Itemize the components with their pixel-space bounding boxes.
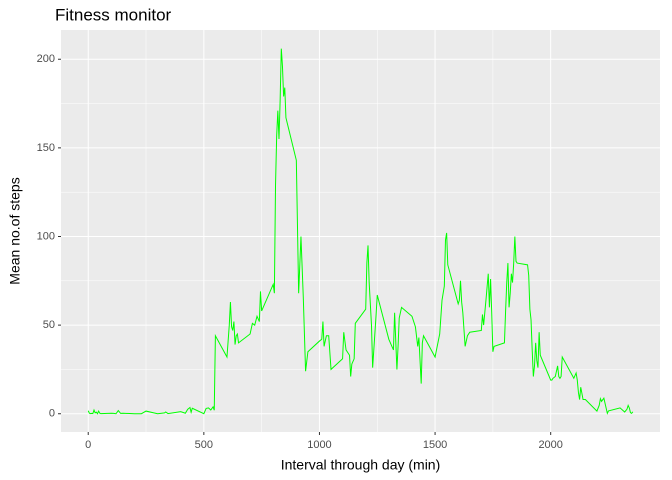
x-tick-label: 2000	[538, 439, 562, 451]
y-tick-label: 50	[43, 319, 55, 331]
x-tick-label: 0	[85, 439, 91, 451]
chart-title: Fitness monitor	[55, 5, 172, 24]
x-axis-label: Interval through day (min)	[281, 457, 441, 473]
y-axis-label: Mean no.of steps	[7, 177, 23, 284]
y-tick-label: 150	[37, 142, 55, 154]
x-tick-label: 1000	[307, 439, 331, 451]
plot-panel	[61, 30, 660, 432]
y-tick-label: 100	[37, 230, 55, 242]
y-tick-label: 200	[37, 53, 55, 65]
x-tick-label: 500	[195, 439, 213, 451]
data-line	[87, 48, 634, 415]
x-tick-label: 1500	[423, 439, 447, 451]
y-tick-label: 0	[49, 408, 55, 420]
